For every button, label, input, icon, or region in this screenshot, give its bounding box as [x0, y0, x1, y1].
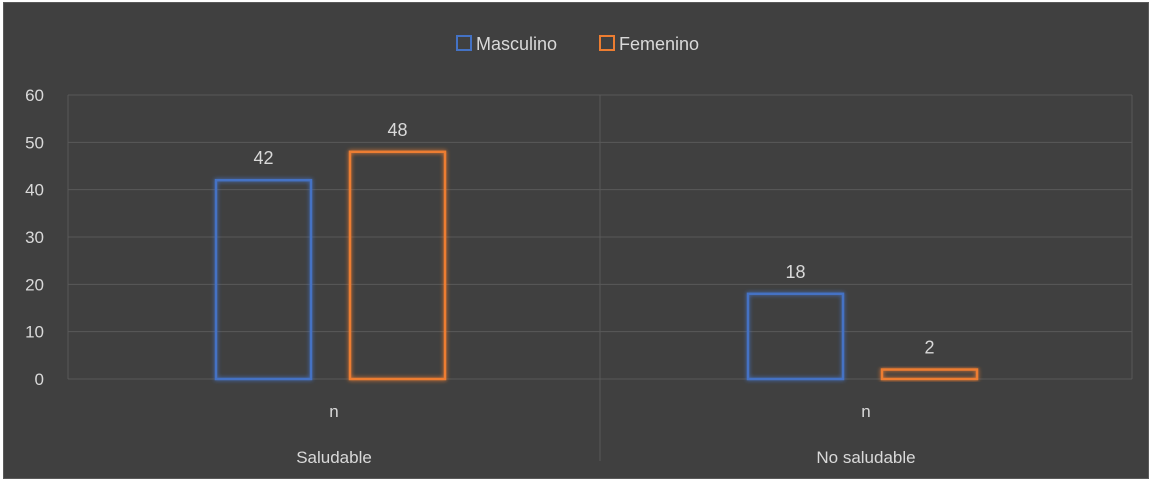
y-tick-label: 0	[35, 370, 44, 389]
category-label: No saludable	[816, 448, 915, 467]
subcategory-label: n	[329, 402, 338, 421]
bar-masculino-1	[746, 292, 845, 381]
gridlines	[67, 94, 1133, 461]
chart: Masculino Femenino 0 10 20 30 40 50 60 42 48 18 2 …	[3, 2, 1149, 479]
y-tick-label: 20	[25, 275, 44, 294]
subcategory-label: n	[861, 402, 870, 421]
y-tick-label: 40	[25, 181, 44, 200]
bar-femenino-1	[880, 368, 979, 381]
y-tick-label: 60	[25, 86, 44, 105]
y-tick-label: 50	[25, 133, 44, 152]
x-axis: n Saludable n No saludable	[296, 402, 915, 467]
y-tick-label: 30	[25, 228, 44, 247]
data-label: 2	[924, 338, 934, 358]
category-label: Saludable	[296, 448, 372, 467]
legend-label: Femenino	[619, 34, 699, 54]
legend-swatch	[599, 35, 615, 51]
legend-label: Masculino	[476, 34, 557, 54]
data-label: 48	[387, 120, 407, 140]
y-axis: 0 10 20 30 40 50 60	[25, 86, 44, 389]
legend-swatch	[456, 35, 472, 51]
bar-masculino-0	[214, 178, 313, 381]
bars	[214, 150, 979, 381]
bar-femenino-0	[348, 150, 447, 381]
legend: Masculino Femenino	[456, 34, 699, 54]
y-tick-label: 10	[25, 323, 44, 342]
data-label: 18	[785, 262, 805, 282]
data-labels: 42 48 18 2	[253, 120, 934, 358]
data-label: 42	[253, 148, 273, 168]
